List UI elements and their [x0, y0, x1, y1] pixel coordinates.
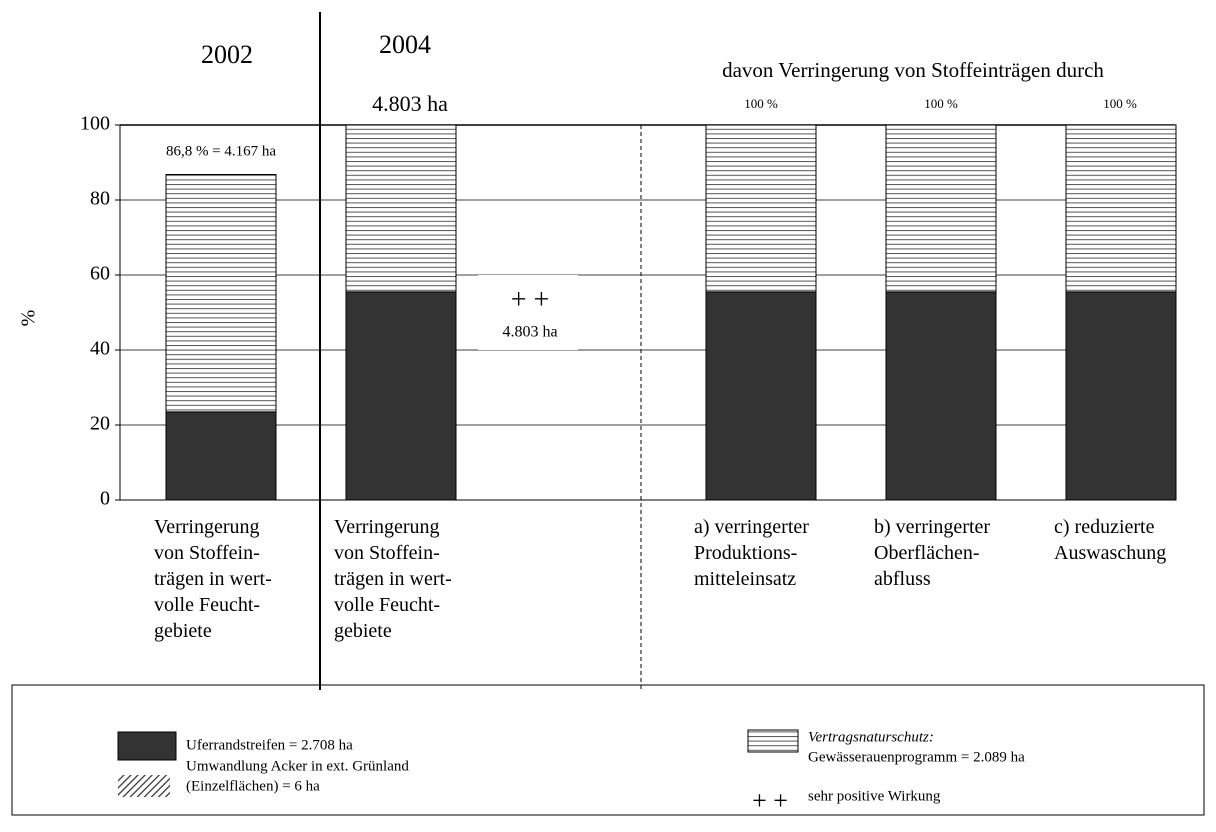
- annotation: 4.803 ha: [372, 91, 448, 116]
- legend-symbol: + +: [752, 786, 788, 815]
- annotation: 100 %: [924, 96, 958, 111]
- legend-label: Umwandlung Acker in ext. Grünland: [186, 758, 409, 774]
- annotation: davon Verringerung von Stoffeinträgen du…: [722, 58, 1104, 82]
- annotation: 2004: [379, 30, 431, 59]
- bar-segment: [165, 411, 277, 501]
- bar-segment: [705, 291, 817, 501]
- bar-segment: [345, 291, 457, 501]
- bar-segment: [345, 124, 457, 293]
- bar-segment: [885, 124, 997, 293]
- annotation: 100 %: [1103, 96, 1137, 111]
- y-tick-label: 60: [90, 263, 110, 285]
- legend-label: (Einzelflächen) = 6 ha: [186, 778, 320, 794]
- y-tick-label: 40: [90, 338, 110, 360]
- bar-segment: [1065, 291, 1177, 501]
- legend-label: Uferrandstreifen = 2.708 ha: [186, 737, 353, 753]
- x-tick-label: b) verringerter Oberflächen- abfluss: [874, 516, 991, 590]
- legend-swatch: [118, 775, 170, 797]
- x-tick-label: Verringerung von Stoffein- trägen in wer…: [334, 516, 452, 642]
- annotation: + +: [511, 284, 550, 315]
- annotation: 4.803 ha: [502, 324, 557, 341]
- legend-label: Gewässerauenprogramm = 2.089 ha: [808, 749, 1025, 765]
- annotation: 2002: [201, 40, 253, 69]
- x-tick-label: a) verringerter Produktions- mitteleinsa…: [694, 516, 809, 590]
- legend-swatch: [747, 729, 799, 753]
- legend-label: Vertragsnaturschutz:: [808, 729, 934, 745]
- legend-swatch: [117, 731, 177, 761]
- x-tick-label: Verringerung von Stoffein- trägen in wer…: [154, 516, 272, 642]
- bar-segment: [885, 291, 997, 501]
- legend-label: sehr positive Wirkung: [808, 788, 941, 804]
- legend-box: [11, 684, 1205, 816]
- y-tick-label: 80: [90, 188, 110, 210]
- y-tick-label: 100: [80, 113, 110, 135]
- bar-segment: [705, 124, 817, 293]
- y-tick-label: 0: [100, 488, 110, 510]
- bar-segment: [1065, 124, 1177, 293]
- annotation: 100 %: [744, 96, 778, 111]
- y-tick-label: 20: [90, 413, 110, 435]
- bar-segment: [165, 174, 277, 413]
- annotation-box: [478, 275, 578, 350]
- y-axis-label: %: [18, 310, 40, 327]
- annotation: 86,8 % = 4.167 ha: [166, 143, 276, 159]
- x-tick-label: c) reduzierte Auswaschung: [1054, 516, 1167, 564]
